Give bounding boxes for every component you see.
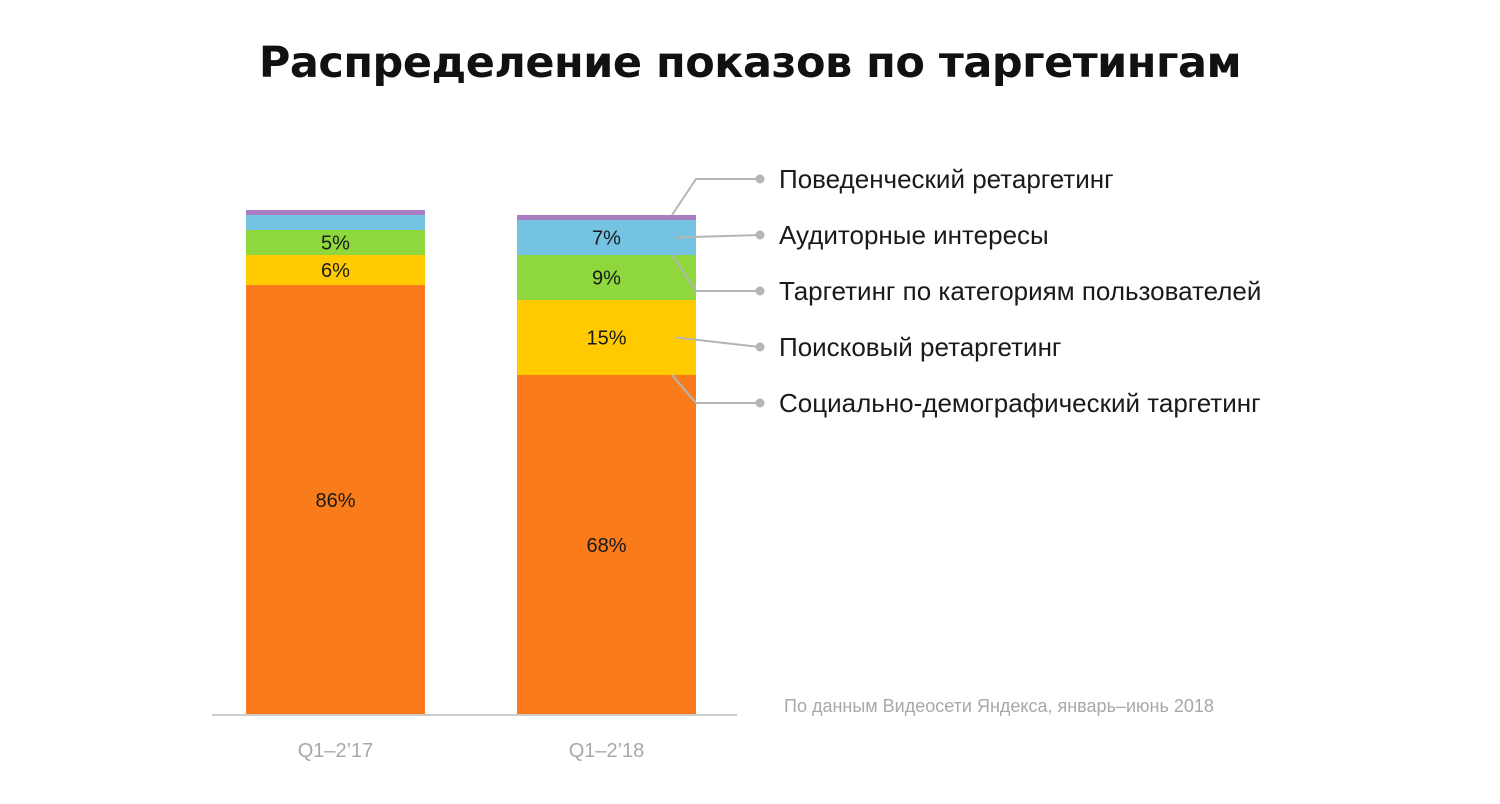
legend-marker [755, 174, 765, 184]
data-label: 7% [592, 228, 621, 250]
legend-leader-line [671, 178, 760, 216]
data-label: 86% [315, 490, 355, 512]
bar-segment [246, 230, 425, 255]
bar-segment [246, 255, 425, 285]
data-label: 6% [321, 260, 350, 282]
data-label: 9% [592, 268, 621, 290]
legend-marker [755, 398, 765, 408]
x-tick-label: Q1–2’17 [298, 740, 374, 762]
bars-layer [246, 210, 696, 715]
legend-marker [755, 286, 765, 296]
bar-segment [517, 215, 696, 220]
bar-segment [517, 300, 696, 375]
legend-leader-line [671, 254, 760, 292]
x-tick-label: Q1–2’18 [569, 740, 645, 762]
legend-leader-line [671, 374, 760, 404]
legend: Поведенческий ретаргетинг Аудиторные инте… [671, 164, 1261, 418]
bar-segment [246, 285, 425, 715]
chart-title: Распределение показов по таргетингам [258, 38, 1242, 88]
legend-leader-line [675, 234, 761, 239]
legend-label: Таргетинг по категориям пользователей [779, 276, 1261, 306]
bar-segment [246, 215, 425, 230]
labels-layer: 86% 6% 5% Q1–2’17 68% 15% 9% 7% Q1–2’18 [298, 228, 645, 763]
data-label: 68% [586, 535, 626, 557]
bar-segment [517, 255, 696, 300]
data-label: 5% [321, 233, 350, 255]
source-note: По данным Видеосети Яндекса, январь–июнь… [784, 696, 1214, 716]
legend-marker [755, 342, 765, 352]
bar-segment [517, 375, 696, 715]
legend-label: Аудиторные интересы [779, 220, 1049, 250]
legend-marker [755, 230, 765, 240]
legend-label: Поведенческий ретаргетинг [779, 164, 1114, 194]
legend-label: Социально-демографический таргетинг [779, 388, 1261, 418]
bar-segment [517, 220, 696, 255]
bar-segment [246, 210, 425, 215]
data-label: 15% [586, 328, 626, 350]
legend-label: Поисковый ретаргетинг [779, 332, 1061, 362]
legend-leader-line [675, 336, 761, 348]
